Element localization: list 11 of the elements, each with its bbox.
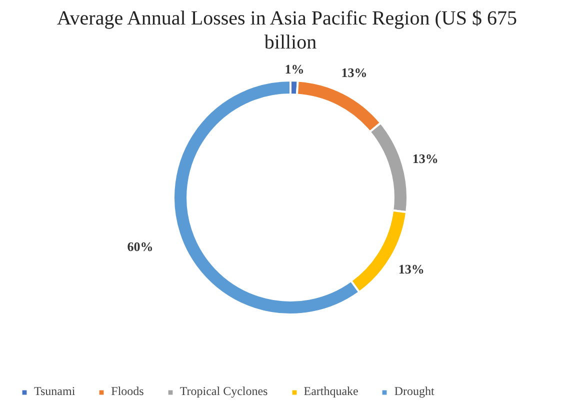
data-label: 13% (412, 150, 438, 166)
data-label: 13% (398, 261, 424, 276)
data-label: 13% (341, 64, 368, 80)
legend-label: Drought (394, 384, 434, 399)
data-label: 60% (127, 238, 154, 254)
legend-label: Earthquake (304, 384, 358, 399)
legend-label: Floods (111, 384, 144, 399)
legend-label: Tropical Cyclones (180, 384, 268, 399)
legend-label: Tsunami (34, 384, 76, 399)
data-label: 1% (284, 61, 304, 76)
chart-title: Average Annual Losses in Asia Pacific Region (US $ 675 billion (56, 8, 517, 54)
